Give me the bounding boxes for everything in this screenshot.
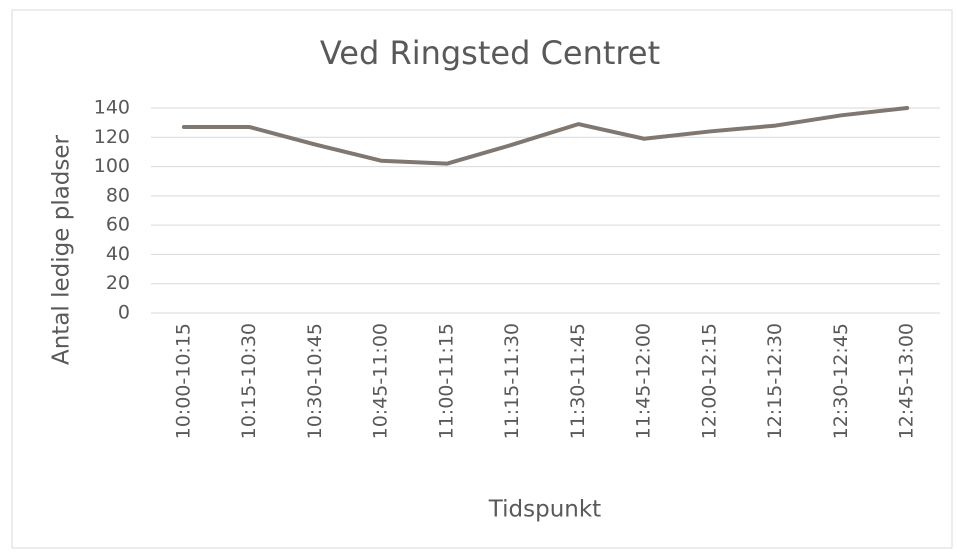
line-series — [181, 106, 910, 166]
x-tick-label: 10:15-10:30 — [238, 323, 260, 439]
y-tick-label: 100 — [94, 155, 130, 177]
x-tick-label: 11:15-11:30 — [501, 323, 523, 439]
x-tick-label: 12:30-12:45 — [830, 323, 852, 439]
y-tick-label: 60 — [106, 214, 130, 236]
y-tick-label: 80 — [106, 184, 130, 206]
y-tick-label: 40 — [106, 243, 130, 265]
x-tick-label: 11:30-11:45 — [567, 323, 589, 439]
x-tick-label: 11:45-12:00 — [633, 323, 655, 439]
chart-frame — [11, 9, 953, 549]
x-tick-label: 12:15-12:30 — [764, 323, 786, 439]
x-tick-label: 12:45-13:00 — [896, 323, 918, 439]
x-tick-label: 10:00-10:15 — [172, 323, 194, 439]
y-tick-label: 20 — [106, 272, 130, 294]
x-tick-label: 12:00-12:15 — [698, 323, 720, 439]
x-tick-label: 10:30-10:45 — [304, 323, 326, 439]
y-tick-label: 140 — [94, 97, 130, 119]
chart-title: Ved Ringsted Centret — [320, 34, 660, 72]
y-axis-label: Antal ledige pladser — [49, 134, 75, 365]
x-tick-label: 10:45-11:00 — [370, 323, 392, 439]
x-axis-label: Tidspunkt — [488, 497, 601, 523]
x-tick-label: 11:00-11:15 — [435, 323, 457, 439]
y-tick-label: 0 — [118, 302, 130, 324]
y-tick-label: 120 — [94, 126, 130, 148]
